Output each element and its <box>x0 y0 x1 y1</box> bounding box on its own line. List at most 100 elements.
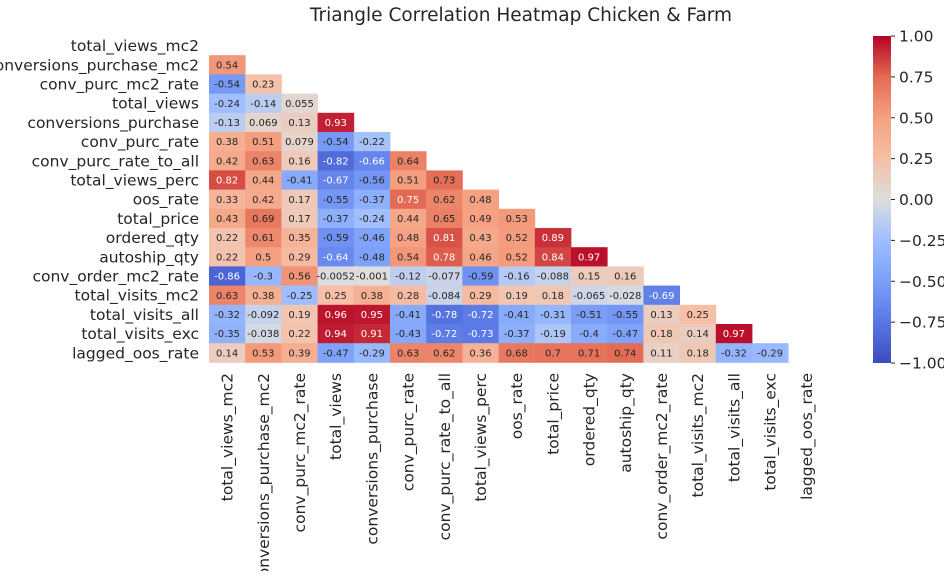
heatmap-cell <box>426 170 463 190</box>
cell-value-label: 0.52 <box>506 252 528 263</box>
column-label: ordered_qty <box>581 373 600 466</box>
heatmap-cell <box>498 228 536 248</box>
colorbar-tick-label: 0.75 <box>899 68 934 86</box>
heatmap-cell <box>643 304 680 325</box>
heatmap-cell <box>390 208 427 229</box>
heatmap-cell <box>209 247 246 267</box>
heatmap-cell <box>281 324 318 344</box>
cell-value-label: -0.67 <box>323 176 349 187</box>
cell-value-label: 0.73 <box>433 176 455 187</box>
row-label: total_views_perc <box>70 172 199 191</box>
heatmap-cell <box>571 266 608 286</box>
cell-value-label: -0.092 <box>247 310 279 321</box>
colorbar-ticks: 1.00 0.75 0.50 0.25 0.00 −0.25 −0.50 −0.75 −1.00 <box>891 28 944 373</box>
heatmap-cell <box>245 285 282 306</box>
heatmap-cell <box>679 324 717 344</box>
row-label: total_price <box>117 210 199 229</box>
heatmap-cell <box>571 304 608 325</box>
heatmap-annotations: 0.54 -0.54 0.23 -0.24 -0.14 0.055 -0.13 0.069 0.… <box>214 60 783 359</box>
heatmap-cell <box>353 170 391 190</box>
row-label: conversions_purchase_mc2 <box>0 56 199 75</box>
cell-value-label: 0.43 <box>216 214 238 225</box>
heatmap-cell <box>353 208 391 229</box>
cell-value-label: -0.14 <box>250 99 276 110</box>
heatmap-cell <box>679 343 717 363</box>
column-label: conv_order_mc2_rate <box>653 373 672 540</box>
heatmap-cell <box>390 266 427 286</box>
heatmap-cell <box>390 170 427 190</box>
cell-value-label: 0.95 <box>361 310 383 321</box>
cell-value-label: -0.72 <box>468 310 494 321</box>
heatmap-cell <box>498 285 536 306</box>
cell-value-label: 0.53 <box>506 214 528 225</box>
cell-value-label: -0.084 <box>428 291 460 302</box>
cell-value-label: -0.31 <box>540 310 566 321</box>
cell-value-label: 0.22 <box>216 233 238 244</box>
heatmap-cell <box>353 266 391 286</box>
cell-value-label: 0.069 <box>249 118 278 129</box>
heatmap-cell <box>317 285 355 306</box>
cell-value-label: 0.84 <box>542 252 564 263</box>
heatmap-cell <box>390 285 427 306</box>
cell-value-label: 0.18 <box>687 348 709 359</box>
heatmap-cell <box>353 228 391 248</box>
heatmap-cell <box>534 343 572 363</box>
cell-value-label: 0.39 <box>288 348 310 359</box>
column-label: total_views_perc <box>472 373 491 502</box>
heatmap-cell <box>209 132 246 152</box>
cell-value-label: 0.89 <box>542 233 564 244</box>
row-label: lagged_oos_rate <box>72 344 199 363</box>
heatmap-cell <box>209 151 246 171</box>
cell-value-label: 0.69 <box>252 214 274 225</box>
heatmap-cell <box>245 247 282 267</box>
cell-value-label: 0.14 <box>687 329 709 340</box>
row-label: conv_purc_mc2_rate <box>40 76 199 95</box>
heatmap-cell <box>426 304 463 325</box>
heatmap-cell <box>209 228 246 248</box>
colorbar-tick-label: −1.00 <box>899 355 944 373</box>
cell-value-label: -0.13 <box>214 118 240 129</box>
cell-value-label: 0.25 <box>687 310 709 321</box>
heatmap-cell <box>245 189 282 210</box>
heatmap-cell <box>462 189 499 210</box>
heatmap-cell <box>353 285 391 306</box>
heatmap-cell <box>390 304 427 325</box>
cell-value-label: 0.97 <box>723 329 745 340</box>
heatmap-cell <box>462 208 499 229</box>
cell-value-label: 0.079 <box>285 137 314 148</box>
cell-value-label: 0.49 <box>469 214 491 225</box>
cell-value-label: -0.37 <box>504 329 530 340</box>
cell-value-label: 0.51 <box>397 176 419 187</box>
heatmap-cell <box>245 112 282 133</box>
cell-value-label: -0.32 <box>214 310 240 321</box>
cell-value-label: 0.48 <box>469 195 491 206</box>
heatmap-cell <box>607 285 644 306</box>
heatmap-cell <box>209 170 246 190</box>
cell-value-label: 0.54 <box>397 252 419 263</box>
heatmap-cell <box>209 55 246 75</box>
heatmap-cell <box>209 74 246 94</box>
cell-value-label: 0.38 <box>361 291 383 302</box>
cell-value-label: -0.69 <box>649 291 675 302</box>
heatmap-cell <box>209 112 246 133</box>
cell-value-label: 0.78 <box>433 252 455 263</box>
cell-value-label: 0.64 <box>397 156 419 167</box>
cell-value-label: -0.35 <box>214 329 240 340</box>
heatmap-cell <box>353 132 391 152</box>
heatmap-cell <box>281 285 318 306</box>
column-label: conv_purc_mc2_rate <box>291 373 310 532</box>
cell-value-label: -0.25 <box>287 291 313 302</box>
heatmap-cell <box>426 247 463 267</box>
cell-value-label: -0.001 <box>356 272 388 283</box>
heatmap-cell <box>752 343 789 363</box>
heatmap-cell <box>353 151 391 171</box>
column-label: conv_purc_rate <box>400 373 419 491</box>
row-label: conversions_purchase <box>27 114 199 133</box>
cell-value-label: -0.32 <box>721 348 747 359</box>
cell-value-label: -0.37 <box>359 195 385 206</box>
row-label: total_views_mc2 <box>71 37 199 56</box>
heatmap-cell <box>462 228 499 248</box>
cell-value-label: 0.53 <box>252 348 274 359</box>
cell-value-label: 0.22 <box>216 252 238 263</box>
